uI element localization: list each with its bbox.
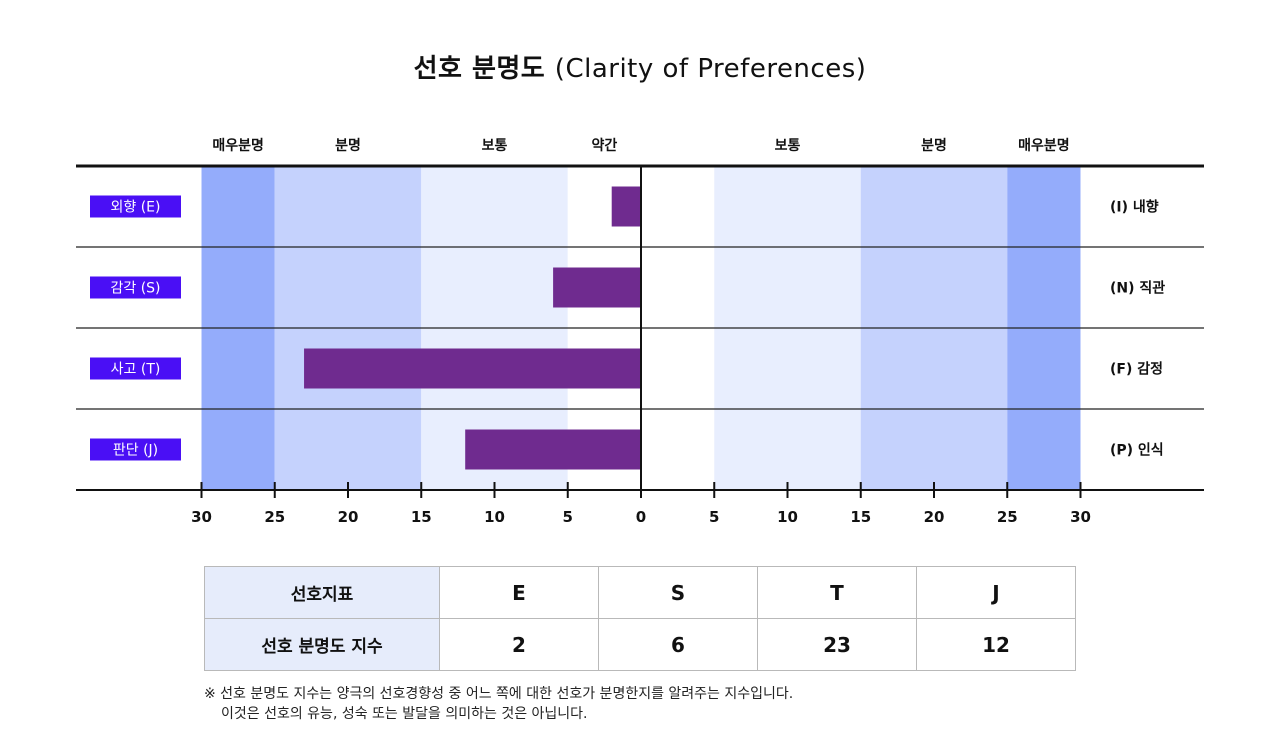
bar-1 [553,267,641,308]
right-pole-label-2: (F) 감정 [1110,361,1163,378]
x-tick-label-7: 5 [709,508,719,526]
left-label-bg-0 [90,195,181,218]
left-label-bg-3 [90,438,181,461]
row-label-preference: 선호지표 [204,566,440,619]
x-tick-label-6: 0 [636,508,646,526]
x-tick-label-2: 20 [338,508,359,526]
chart-title: 선호 분명도 (Clarity of Preferences) [0,48,1280,85]
bar-3 [465,429,641,470]
letter-cell-j: J [916,566,1076,619]
footnote: ※ 선호 분명도 지수는 양극의 선호경향성 중 어느 쪽에 대한 선호가 분명… [204,684,793,724]
left-pole-label-2: 사고 (T) [111,362,161,378]
score-table: 선호지표 E S T J 선호 분명도 지수 2 6 23 12 [204,566,1076,671]
zone-header-right-3: 매우분명 [1018,137,1070,154]
left-label-bg-2 [90,357,181,380]
chart-title-ko: 선호 분명도 [413,54,546,84]
left-pole-label-1: 감각 (S) [110,281,160,297]
bar-2 [304,348,641,389]
x-tick-label-10: 20 [924,508,945,526]
footnote-line-2: 이것은 선호의 유능, 성숙 또는 발달을 의미하는 것은 아닙니다. [221,706,588,722]
zone-header-left-1: 분명 [335,137,361,154]
right-pole-label-3: (P) 인식 [1110,442,1164,459]
letter-cell-t: T [757,566,917,619]
zone-header-left-0: 매우분명 [212,137,264,154]
x-tick-label-0: 30 [191,508,212,526]
letter-cell-e: E [439,566,599,619]
letter-cell-s: S [598,566,758,619]
x-tick-label-8: 10 [777,508,798,526]
score-cell-e: 2 [439,618,599,671]
x-tick-label-1: 25 [264,508,285,526]
score-cell-s: 6 [598,618,758,671]
score-cell-j: 12 [916,618,1076,671]
zone-header-left-3: 약간 [591,137,617,154]
zone-header-left-2: 보통 [482,138,508,154]
x-tick-label-3: 15 [411,508,432,526]
x-tick-label-11: 25 [997,508,1018,526]
footnote-line-1: ※ 선호 분명도 지수는 양극의 선호경향성 중 어느 쪽에 대한 선호가 분명… [204,686,794,702]
right-pole-label-0: (I) 내향 [1110,199,1159,216]
row-label-clarity-index: 선호 분명도 지수 [204,618,440,671]
x-tick-label-12: 30 [1070,508,1091,526]
zone-header-right-1: 보통 [775,138,801,154]
right-pole-label-1: (N) 직관 [1110,280,1165,297]
x-tick-label-4: 10 [484,508,505,526]
table-row-letters: 선호지표 E S T J [204,566,1076,619]
table-row-scores: 선호 분명도 지수 2 6 23 12 [204,618,1076,671]
bar-0 [611,186,641,227]
x-tick-label-9: 15 [850,508,871,526]
left-label-bg-1 [90,276,181,299]
left-pole-label-0: 외향 (E) [111,200,161,216]
left-pole-label-3: 판단 (J) [113,443,158,459]
zone-header-right-2: 분명 [921,137,947,154]
chart-title-en: (Clarity of Preferences) [554,54,867,84]
x-tick-label-5: 5 [563,508,573,526]
score-cell-t: 23 [757,618,917,671]
